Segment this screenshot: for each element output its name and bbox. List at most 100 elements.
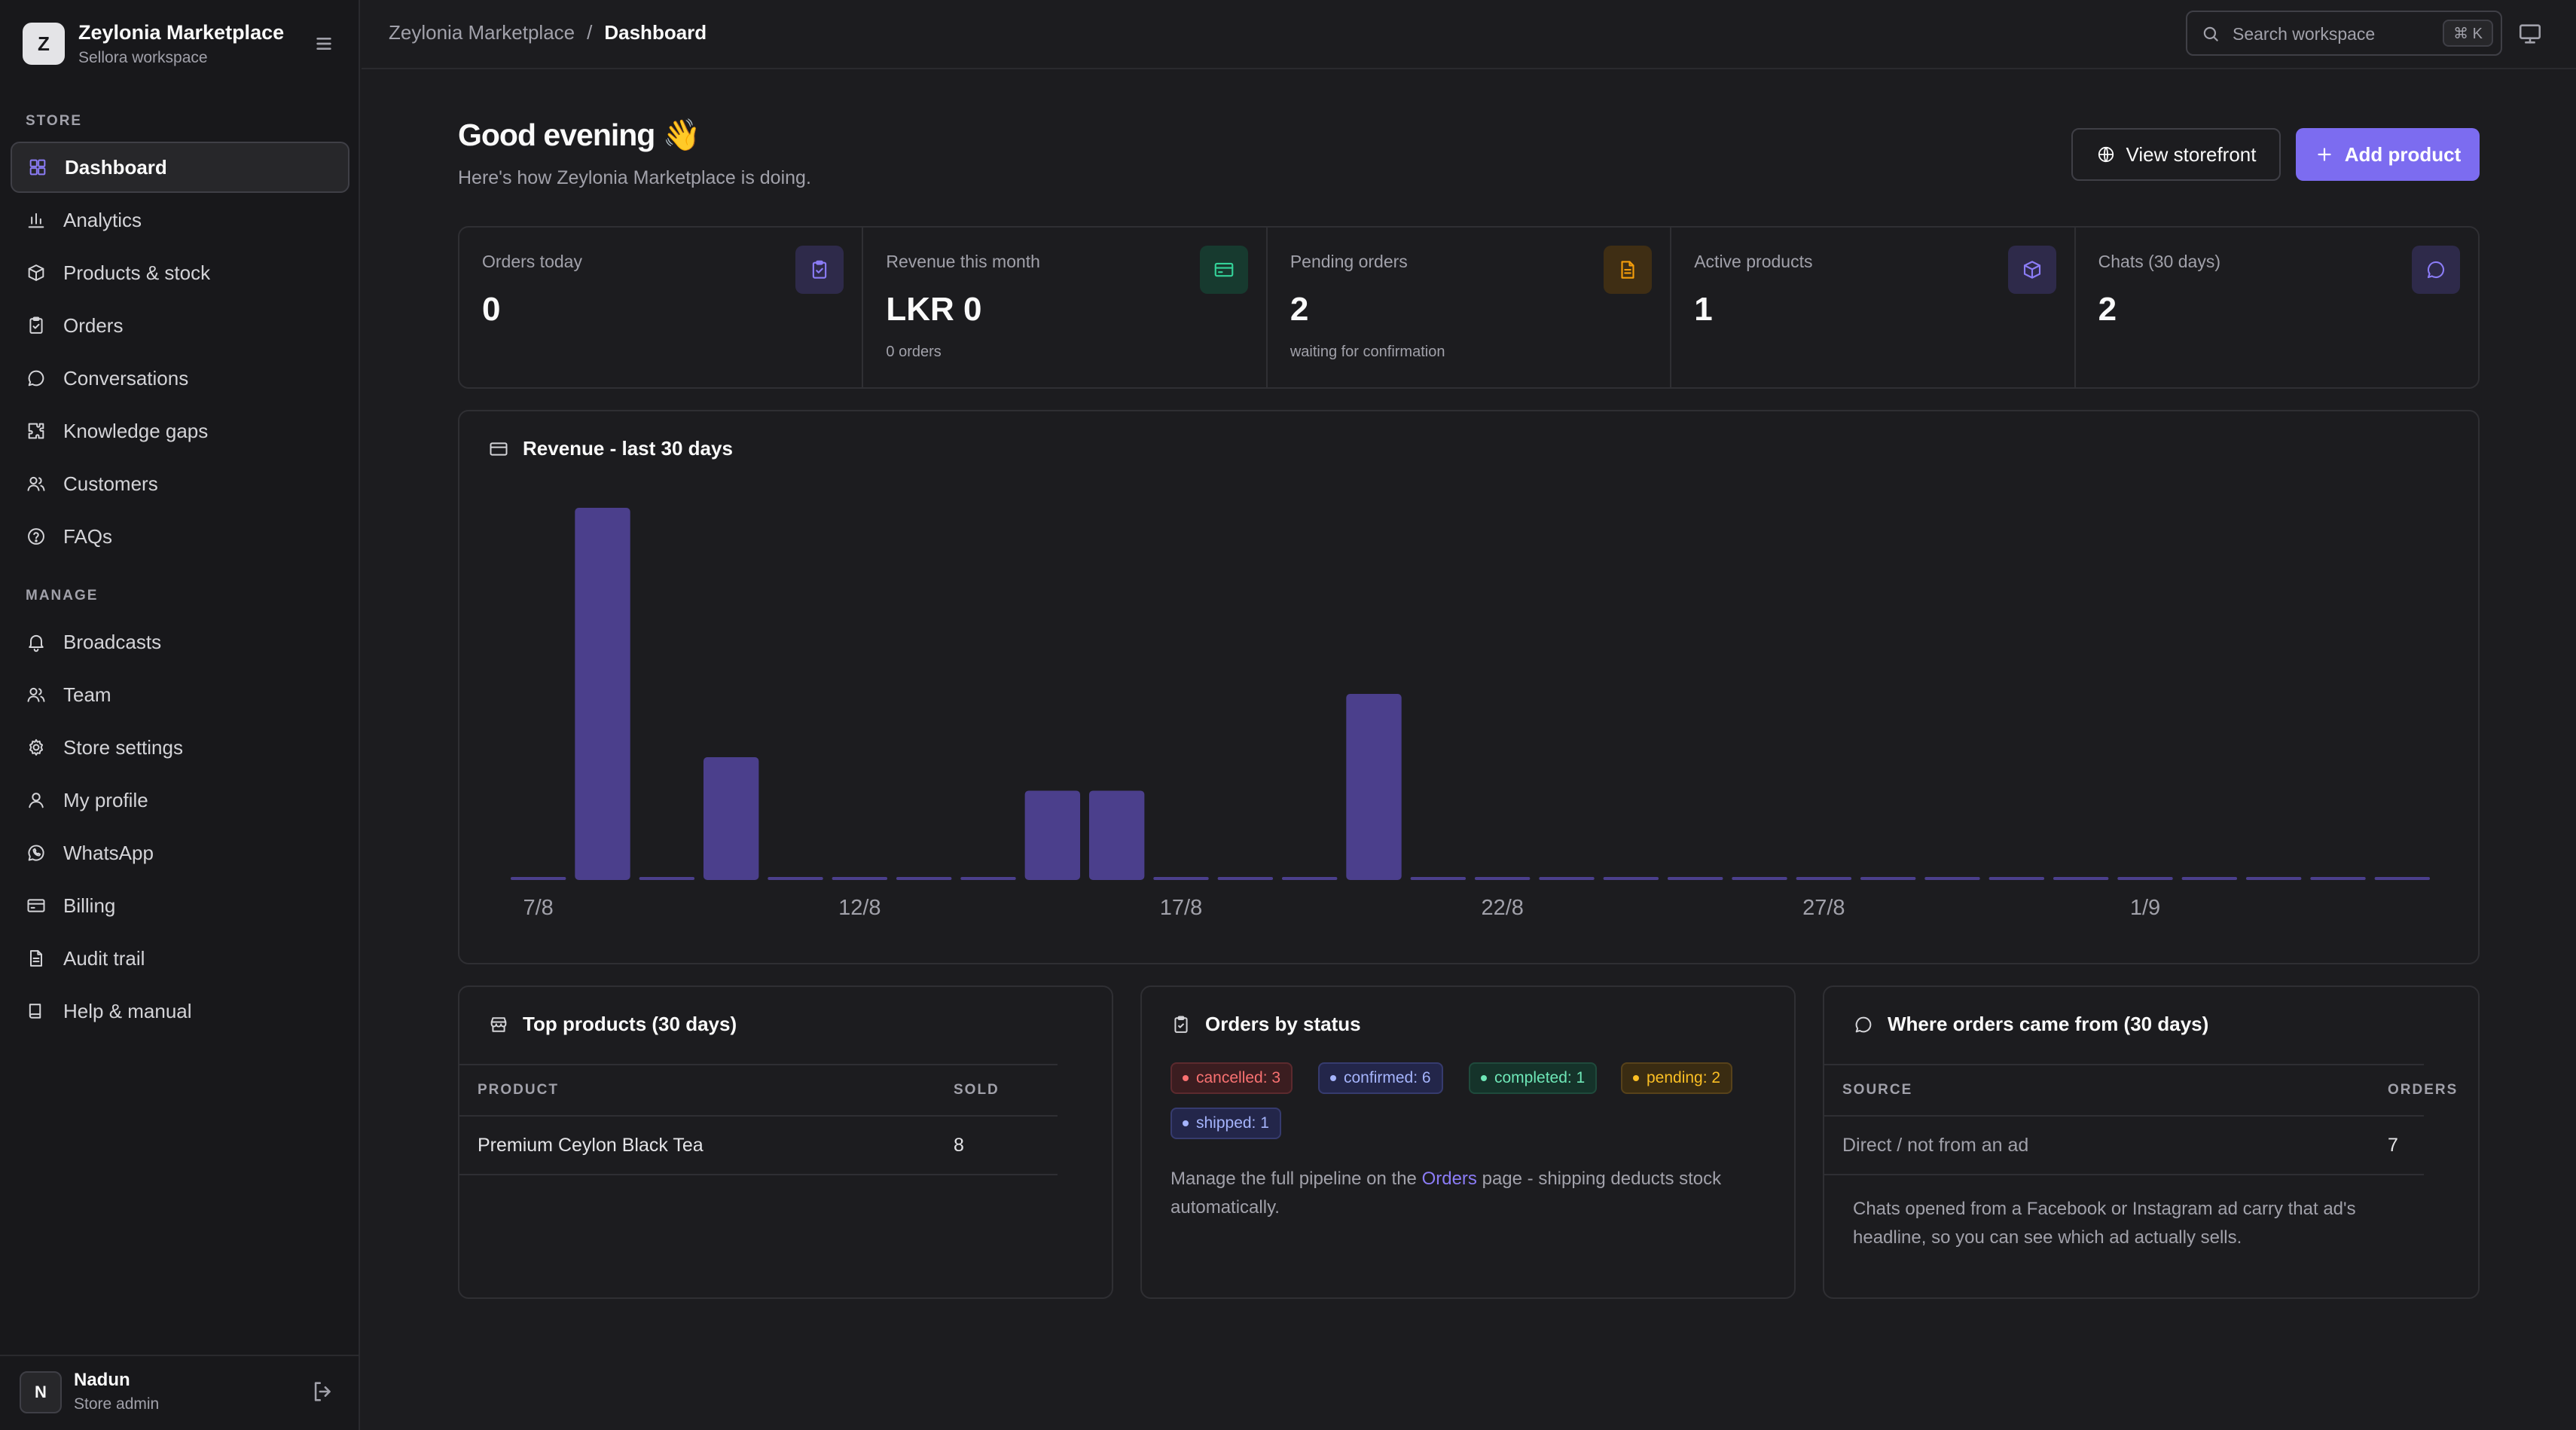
sidebar-item-my-profile[interactable]: My profile <box>11 775 349 826</box>
store-icon <box>490 1016 507 1032</box>
status-badge-label: completed: 1 <box>1494 1069 1586 1086</box>
clipboard-icon <box>813 260 827 279</box>
revenue-bar[interactable] <box>1539 877 1595 880</box>
breadcrumb-current: Dashboard <box>604 21 707 44</box>
stat-active-products: Active products 1 <box>1671 228 2076 387</box>
revenue-bar[interactable] <box>575 508 630 880</box>
x-tick-label: 12/8 <box>838 896 881 920</box>
sidebar-item-help-manual[interactable]: Help & manual <box>11 985 349 1037</box>
sidebar-item-label: Knowledge gaps <box>63 419 209 442</box>
topbar: Zeylonia Marketplace / Dashboard Search … <box>362 0 2576 69</box>
revenue-bar[interactable] <box>510 877 566 880</box>
breadcrumb-root[interactable]: Zeylonia Marketplace <box>389 21 575 44</box>
status-badge: confirmed: 6 <box>1318 1062 1443 1094</box>
sidebar-item-broadcasts[interactable]: Broadcasts <box>11 616 349 668</box>
page-subtitle: Here's how Zeylonia Marketplace is doing… <box>458 167 811 188</box>
sidebar-item-conversations[interactable]: Conversations <box>11 353 349 404</box>
sidebar-toggle-icon[interactable] <box>309 29 339 59</box>
revenue-bar[interactable] <box>1796 877 1852 880</box>
status-dot <box>1330 1075 1336 1081</box>
revenue-bar[interactable] <box>1346 694 1402 880</box>
sidebar-item-analytics[interactable]: Analytics <box>11 194 349 246</box>
revenue-bar[interactable] <box>1988 877 2045 880</box>
revenue-bar[interactable] <box>703 756 759 880</box>
table-row[interactable]: Direct / not from an ad 7 <box>1824 1117 2424 1175</box>
revenue-bar[interactable] <box>1924 877 1980 880</box>
stat-subtext: 0 orders <box>886 344 942 360</box>
document-icon <box>30 950 42 967</box>
sidebar-item-label: Analytics <box>63 208 142 231</box>
stat-icon-box <box>2412 246 2461 294</box>
view-storefront-button[interactable]: View storefront <box>2071 128 2281 181</box>
sidebar-item-whatsapp[interactable]: WhatsApp <box>11 827 349 878</box>
revenue-bar[interactable] <box>896 877 952 880</box>
orders-status-card: Orders by status cancelled: 3 confirmed: … <box>1140 985 1796 1299</box>
order-sources-header: SOURCE ORDERS <box>1824 1064 2456 1117</box>
search-icon <box>2203 26 2218 41</box>
order-sources-title-text: Where orders came from (30 days) <box>1888 1013 2209 1035</box>
revenue-title-text: Revenue - last 30 days <box>523 437 733 460</box>
revenue-bar[interactable] <box>2374 877 2431 880</box>
revenue-bar[interactable] <box>1603 877 1659 880</box>
orders-link[interactable]: Orders <box>1421 1169 1477 1189</box>
sidebar-item-products-stock[interactable]: Products & stock <box>11 247 349 298</box>
top-products-header: PRODUCT SOLD <box>459 1064 1058 1117</box>
revenue-bar[interactable] <box>2117 877 2173 880</box>
breadcrumb: Zeylonia Marketplace / Dashboard <box>389 21 707 44</box>
sidebar-item-audit-trail[interactable]: Audit trail <box>11 933 349 984</box>
sidebar-item-label: Audit trail <box>63 946 145 970</box>
stat-icon-box <box>1199 246 1248 294</box>
revenue-bar[interactable] <box>639 877 695 880</box>
logout-icon[interactable] <box>310 1379 336 1404</box>
status-dot <box>1183 1120 1189 1126</box>
revenue-bar[interactable] <box>1667 877 1723 880</box>
sidebar-item-team[interactable]: Team <box>11 669 349 720</box>
revenue-bar[interactable] <box>1088 790 1145 880</box>
orders-status-note: Manage the full pipeline on the Orders p… <box>1170 1165 1773 1222</box>
orders-status-title-text: Orders by status <box>1205 1013 1361 1035</box>
workspace-name: Sellora workspace <box>78 49 208 66</box>
chat-icon <box>28 370 44 387</box>
view-storefront-label: View storefront <box>2126 142 2257 166</box>
revenue-bar[interactable] <box>2245 877 2302 880</box>
sidebar-item-label: My profile <box>63 788 148 811</box>
user-card[interactable]: N Nadun Store admin <box>0 1355 359 1430</box>
revenue-bar[interactable] <box>1474 877 1531 880</box>
sidebar-item-billing[interactable]: Billing <box>11 880 349 931</box>
sidebar-item-knowledge-gaps[interactable]: Knowledge gaps <box>11 405 349 457</box>
revenue-bar[interactable] <box>768 877 823 880</box>
sidebar-item-label: Billing <box>63 894 116 917</box>
monitor-icon[interactable] <box>2517 21 2543 47</box>
revenue-bar[interactable] <box>2181 877 2238 880</box>
revenue-bar[interactable] <box>832 877 888 880</box>
bell-icon <box>29 634 44 652</box>
revenue-bar[interactable] <box>1860 877 1916 880</box>
sidebar-item-faqs[interactable]: FAQs <box>11 511 349 562</box>
sidebar-item-customers[interactable]: Customers <box>11 458 349 509</box>
source-name: Direct / not from an ad <box>1842 1134 2029 1156</box>
search-input[interactable]: Search workspace ⌘ K <box>2186 11 2502 56</box>
sidebar-item-dashboard[interactable]: Dashboard <box>11 142 349 193</box>
revenue-bar[interactable] <box>1024 790 1081 880</box>
box-icon <box>28 264 44 281</box>
revenue-bar[interactable] <box>1281 877 1338 880</box>
add-product-button[interactable]: Add product <box>2296 128 2480 181</box>
revenue-bar[interactable] <box>1732 877 1787 880</box>
table-row[interactable]: Premium Ceylon Black Tea 8 <box>459 1117 1058 1175</box>
revenue-bar[interactable] <box>960 877 1016 880</box>
top-products-title: Top products (30 days) <box>488 1013 737 1036</box>
brand-header[interactable]: Z Zeylonia Marketplace Sellora workspace <box>23 21 339 69</box>
sidebar-item-orders[interactable]: Orders <box>11 300 349 351</box>
stats-row: Orders today 0 Revenue this month LKR 0 0 or… <box>458 226 2480 389</box>
sidebar-item-store-settings[interactable]: Store settings <box>11 722 349 773</box>
column-product: PRODUCT <box>478 1082 559 1098</box>
revenue-bar[interactable] <box>1217 877 1274 880</box>
stat-icon-box <box>795 246 844 294</box>
revenue-bar[interactable] <box>2053 877 2109 880</box>
x-tick-label: 1/9 <box>2130 896 2160 920</box>
revenue-bar[interactable] <box>2310 877 2366 880</box>
breadcrumb-separator: / <box>587 21 593 44</box>
revenue-bar[interactable] <box>1410 877 1467 880</box>
stat-icon-box <box>2007 246 2056 294</box>
revenue-bar[interactable] <box>1153 877 1209 880</box>
